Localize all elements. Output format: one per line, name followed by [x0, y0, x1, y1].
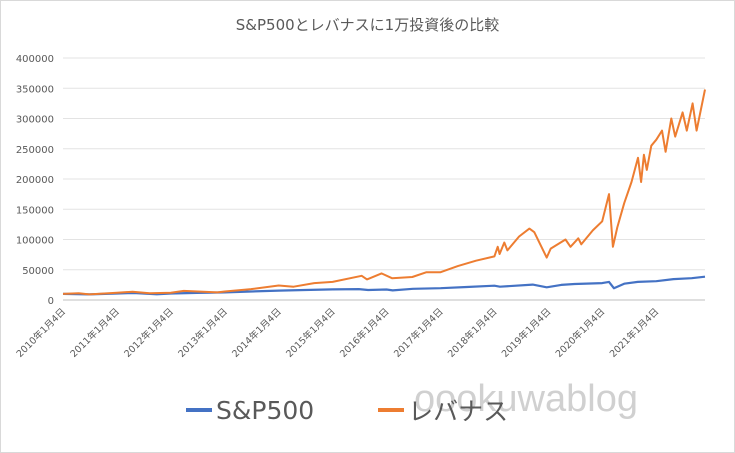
- y-axis-ticks: 400000 350000 300000 250000 200000 150000 1000…: [16, 54, 54, 307]
- y-tick-label: 300000: [16, 115, 54, 126]
- legend-swatch-sp500: [186, 408, 212, 412]
- x-tick-label: 2010年1月4日: [14, 306, 68, 360]
- x-tick-label: 2017年1月4日: [391, 306, 445, 360]
- y-tick-label: 350000: [16, 84, 54, 95]
- x-tick-label: 2015年1月4日: [283, 306, 337, 360]
- x-axis-ticks: 2010年1月4日 2011年1月4日 2012年1月4日 2013年1月4日 2014…: [14, 306, 662, 360]
- y-tick-label: 50000: [22, 266, 54, 277]
- y-tick-label: 400000: [16, 54, 54, 65]
- y-tick-label: 150000: [16, 205, 54, 216]
- y-tick-label: 200000: [16, 175, 54, 186]
- x-tick-label: 2020年1月4日: [553, 306, 607, 360]
- x-tick-label: 2013年1月4日: [176, 306, 230, 360]
- y-tick-label: 100000: [16, 236, 54, 247]
- legend-label-sp500: S&P500: [216, 395, 315, 425]
- x-tick-label: 2019年1月4日: [499, 306, 553, 360]
- legend-swatch-levnas: [378, 408, 405, 412]
- legend: S&P500 レバナス: [186, 392, 572, 428]
- x-tick-label: 2018年1月4日: [445, 306, 499, 360]
- legend-item-sp500: S&P500: [186, 396, 314, 425]
- watermark: oookuwablog: [414, 378, 638, 420]
- chart-title: S&P500とレバナスに1万投資後の比較: [235, 16, 500, 34]
- y-tick-label: 250000: [16, 145, 54, 156]
- legend-item-levnas: レバナス: [378, 392, 508, 428]
- series-line-levnas: [62, 89, 706, 296]
- x-tick-label: 2014年1月4日: [230, 306, 284, 360]
- series-line-sp500: [62, 275, 706, 296]
- x-tick-label: 2011年1月4日: [68, 306, 122, 360]
- x-tick-label: 2016年1月4日: [337, 306, 391, 360]
- x-tick-label: 2012年1月4日: [122, 306, 176, 360]
- y-tick-label: 0: [48, 296, 54, 307]
- series-layer: [62, 89, 706, 296]
- grid-lines: [63, 57, 705, 301]
- legend-label-levnas: レバナス: [408, 397, 509, 426]
- x-tick-label: 2021年1月4日: [607, 306, 661, 360]
